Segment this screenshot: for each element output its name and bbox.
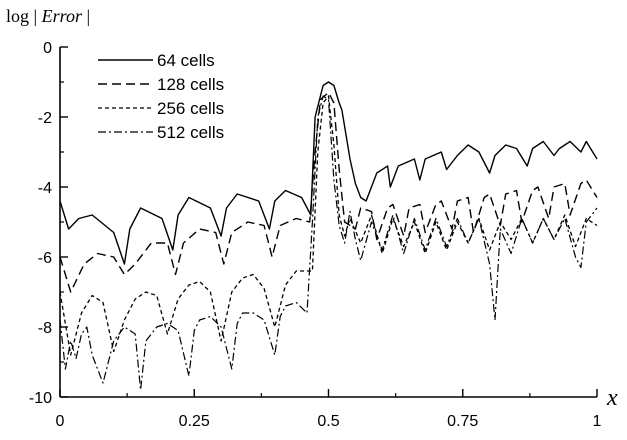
x-tick-label: 0.5	[317, 413, 339, 430]
legend-entry-label: 128 cells	[157, 75, 224, 94]
series-line-64-cells	[59, 81, 598, 265]
series-line-512-cells	[59, 95, 598, 391]
axis-labels: log | Error | x	[6, 6, 618, 411]
y-tick-label: -6	[38, 250, 52, 267]
y-axis-label: log | Error |	[6, 6, 90, 26]
x-tick-label: 0.75	[447, 413, 478, 430]
x-tick-label: 0.25	[179, 413, 210, 430]
y-axis-label-bar-right: |	[82, 6, 90, 26]
y-tick-label: -10	[29, 390, 52, 407]
x-tick-label: 0	[56, 413, 65, 430]
series-line-256-cells	[59, 95, 598, 356]
legend-entry-label: 256 cells	[157, 99, 224, 118]
series-line-128-cells	[59, 91, 598, 293]
y-axis-label-italic: Error	[41, 6, 83, 26]
y-axis-label-bar-left: |	[29, 6, 42, 26]
y-tick-label: -2	[38, 110, 52, 127]
x-axis-label: x	[606, 385, 618, 411]
y-axis-label-prefix: log	[6, 6, 29, 26]
y-tick-label: 0	[43, 40, 52, 57]
legend-entry-label: 512 cells	[157, 123, 224, 142]
series-layer	[59, 81, 598, 391]
x-tick-label: 1	[593, 413, 602, 430]
legend: 64 cells 128 cells 256 cells 512 cells	[98, 51, 224, 142]
legend-entry-label: 64 cells	[157, 51, 215, 70]
plot-axes: 0-2-4-6-8-100 0.25 0.5 0.75 1	[29, 40, 602, 430]
y-tick-label: -4	[38, 180, 52, 197]
y-tick-label: -8	[38, 320, 52, 337]
